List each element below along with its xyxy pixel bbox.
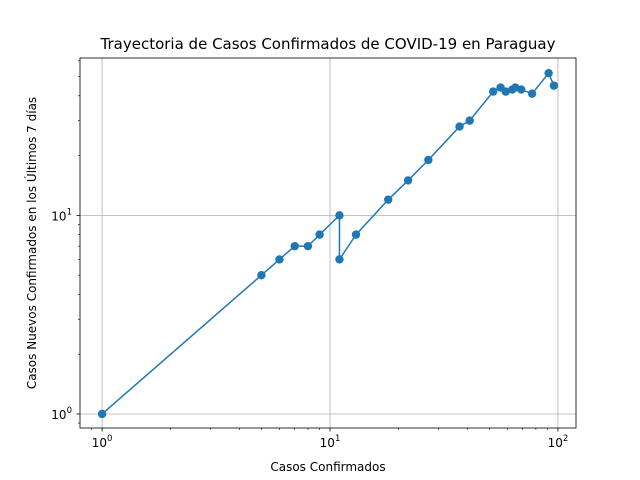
data-point xyxy=(501,87,510,96)
y-axis-label: Casos Nuevos Confirmados en los Últimos … xyxy=(24,97,39,389)
data-point xyxy=(455,122,464,131)
data-point xyxy=(351,230,361,239)
y-tick-base: 10 xyxy=(51,408,66,422)
x-tick-label: 102 xyxy=(548,434,569,450)
grid-lines xyxy=(80,58,576,428)
data-point xyxy=(403,176,413,185)
x-tick-exponent: 0 xyxy=(107,434,112,444)
series-layer xyxy=(97,68,559,419)
data-point xyxy=(549,81,559,90)
data-point xyxy=(257,270,266,280)
x-tick-base: 10 xyxy=(548,436,563,450)
plot-frame xyxy=(79,57,577,429)
data-point xyxy=(489,87,498,96)
data-point xyxy=(517,85,526,94)
data-point xyxy=(275,255,284,264)
data-point xyxy=(335,211,344,220)
data-point xyxy=(544,68,553,78)
x-tick-exponent: 1 xyxy=(335,434,340,444)
data-point xyxy=(290,241,299,251)
x-tick-label: 101 xyxy=(320,434,341,450)
y-tick-label: 100 xyxy=(51,406,72,422)
data-point xyxy=(315,230,324,239)
y-tick-exponent: 0 xyxy=(67,406,72,416)
data-point xyxy=(335,255,344,264)
x-tick-exponent: 2 xyxy=(563,434,568,444)
y-tick-label: 101 xyxy=(51,207,72,223)
data-point xyxy=(97,409,107,419)
y-tick-base: 10 xyxy=(51,209,66,223)
x-tick-base: 10 xyxy=(92,436,107,450)
data-point xyxy=(465,116,474,125)
x-tick-base: 10 xyxy=(320,436,335,450)
data-point xyxy=(527,89,537,98)
x-axis-label: Casos Confirmados xyxy=(270,460,385,474)
data-point xyxy=(424,155,433,165)
data-point xyxy=(303,241,313,251)
y-tick-exponent: 1 xyxy=(67,207,72,217)
x-tick-label: 100 xyxy=(92,434,113,450)
data-point xyxy=(384,195,393,204)
chart-title: Trayectoria de Casos Confirmados de COVI… xyxy=(100,35,556,53)
